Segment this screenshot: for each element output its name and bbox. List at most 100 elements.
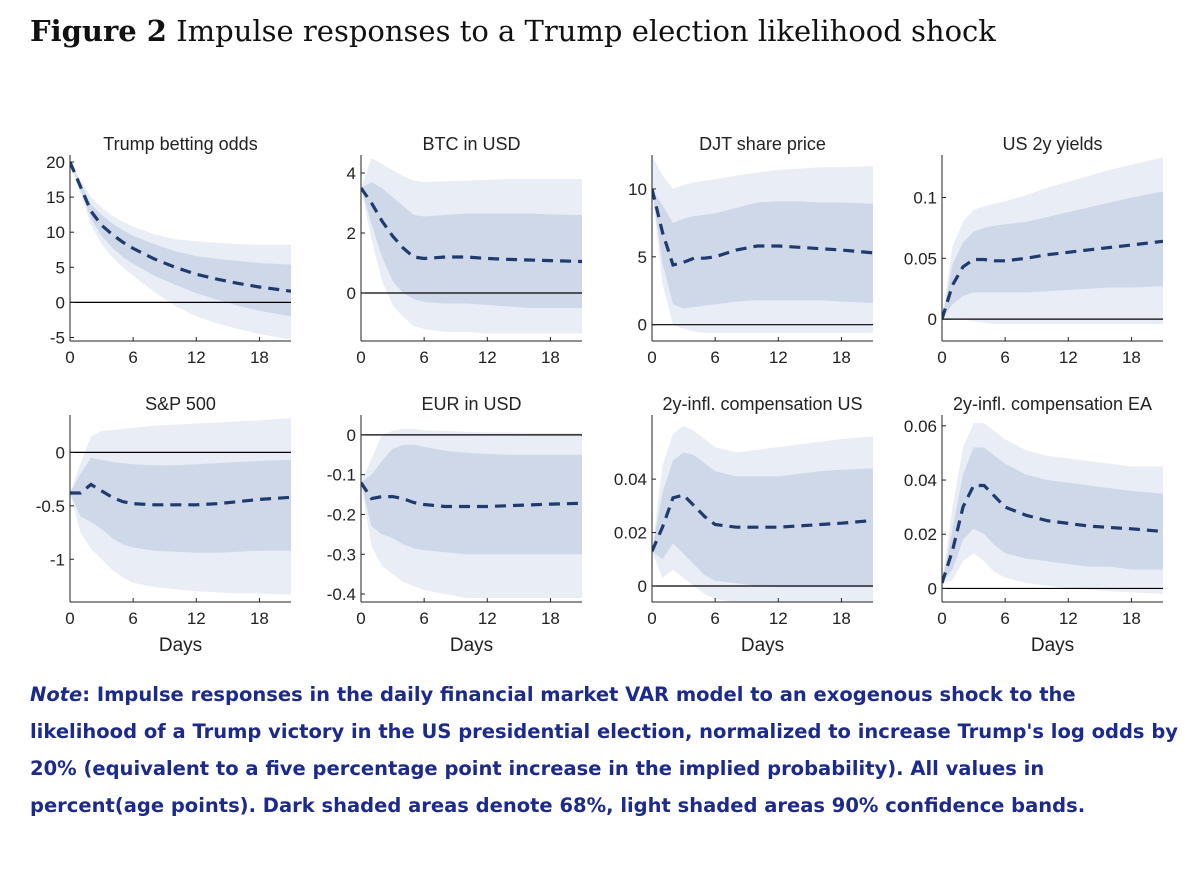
x-tick-label: 6 <box>710 609 719 628</box>
chart-panel-3: 0 5 10 0 6 12 18 DJT share price <box>628 134 873 367</box>
plot-area <box>942 423 1163 594</box>
y-tick-label: 0 <box>638 316 647 335</box>
panel-title: Trump betting odds <box>103 134 257 154</box>
band-68 <box>70 162 291 317</box>
plot-area <box>652 425 873 602</box>
panel-title: DJT share price <box>699 134 826 154</box>
x-tick-label: 12 <box>478 348 497 367</box>
plot-area <box>70 161 291 340</box>
x-tick-label: 18 <box>250 348 269 367</box>
band-68 <box>361 182 582 308</box>
x-axis-label: Days <box>741 635 784 656</box>
x-tick-label: 18 <box>250 609 269 628</box>
x-tick-label: 0 <box>356 609 365 628</box>
y-tick-label: 0.02 <box>904 525 937 544</box>
x-tick-label: 0 <box>937 348 946 367</box>
x-tick-label: 18 <box>1122 348 1141 367</box>
y-tick-label: 2 <box>347 224 356 243</box>
y-tick-label: 0 <box>56 293 65 312</box>
x-tick-label: 6 <box>419 609 428 628</box>
y-tick-label: 0.02 <box>614 524 647 543</box>
x-tick-label: 12 <box>769 348 788 367</box>
x-tick-label: 6 <box>1000 348 1009 367</box>
y-tick-label: 0.1 <box>913 189 937 208</box>
panel-title: EUR in USD <box>421 394 521 414</box>
chart-panel-2: 0 2 4 0 6 12 18 BTC in USD <box>347 134 582 367</box>
y-tick-label: 0 <box>347 426 356 445</box>
x-tick-label: 18 <box>1122 609 1141 628</box>
y-tick-label: -5 <box>50 328 65 347</box>
y-tick-label: -0.5 <box>36 497 65 516</box>
y-tick-label: -0.2 <box>327 505 356 524</box>
chart-panel-7: 0 0.02 0.04 0 6 12 18 2y-infl. compensation US D… <box>614 394 873 656</box>
panel-title: 2y-infl. compensation US <box>662 394 862 414</box>
x-tick-label: 6 <box>1000 609 1009 628</box>
y-tick-label: 0.06 <box>904 417 937 436</box>
x-tick-label: 18 <box>541 609 560 628</box>
x-axis-label: Days <box>159 635 202 656</box>
median-line <box>942 239 1163 320</box>
x-tick-label: 12 <box>1059 609 1078 628</box>
chart-panel-8: 0 0.02 0.04 0.06 0 6 12 18 2y-infl. compensation… <box>904 394 1163 656</box>
y-tick-label: 0.04 <box>614 470 647 489</box>
y-tick-label: 5 <box>56 258 65 277</box>
x-tick-label: 0 <box>647 348 656 367</box>
plot-area <box>361 158 582 334</box>
x-tick-label: 6 <box>710 348 719 367</box>
x-tick-label: 6 <box>419 348 428 367</box>
figure-chart-grid: -5 0 5 10 15 20 0 6 12 18 Trump betting odds 0 2 4 0 6 1… <box>36 134 1163 656</box>
chart-panel-4: 0 0.05 0.1 0 6 12 18 US 2y yields <box>904 134 1163 367</box>
y-tick-label: 10 <box>46 223 65 242</box>
y-tick-label: 0 <box>347 284 356 303</box>
chart-panel-5: -1 -0.5 0 0 6 12 18 S&P 500 Days <box>36 394 291 656</box>
median-line <box>70 161 291 293</box>
x-tick-label: 18 <box>832 609 851 628</box>
y-tick-label: 10 <box>628 180 647 199</box>
band-68 <box>652 188 873 309</box>
y-tick-label: 5 <box>638 248 647 267</box>
x-tick-label: 12 <box>478 609 497 628</box>
x-tick-label: 12 <box>187 348 206 367</box>
y-tick-label: -0.3 <box>327 545 356 564</box>
plot-area <box>361 428 582 598</box>
band-68 <box>361 444 582 555</box>
y-tick-label: -1 <box>50 550 65 569</box>
band-90 <box>70 162 291 340</box>
y-tick-label: 0.05 <box>904 249 937 268</box>
y-tick-label: -0.4 <box>327 585 356 604</box>
note-text: : Impulse responses in the daily financi… <box>30 683 1178 817</box>
band-68 <box>652 452 873 588</box>
panel-title: US 2y yields <box>1002 134 1102 154</box>
figure-title: Figure 2 Impulse responses to a Trump el… <box>30 14 996 48</box>
x-tick-label: 12 <box>187 609 206 628</box>
median-line <box>652 188 873 267</box>
x-tick-label: 0 <box>937 609 946 628</box>
plot-area <box>942 157 1163 324</box>
y-tick-label: 0 <box>928 310 937 329</box>
plot-area <box>652 155 873 333</box>
y-tick-label: 15 <box>46 188 65 207</box>
x-tick-label: 12 <box>769 609 788 628</box>
y-tick-label: -0.1 <box>327 466 356 485</box>
y-tick-label: 0 <box>928 579 937 598</box>
note-lead: Note <box>30 683 83 706</box>
chart-panel-6: -0.4 -0.3 -0.2 -0.1 0 0 6 12 18 EUR in USD Days <box>327 394 582 656</box>
y-tick-label: 20 <box>46 153 65 172</box>
x-axis-label: Days <box>1031 635 1074 656</box>
panel-title: 2y-infl. compensation EA <box>953 394 1152 414</box>
x-tick-label: 0 <box>356 348 365 367</box>
x-axis-label: Days <box>450 635 493 656</box>
figure-note: Note: Impulse responses in the daily fin… <box>30 676 1180 824</box>
median-line <box>942 483 1163 584</box>
panel-title: S&P 500 <box>145 394 216 414</box>
y-tick-label: 4 <box>347 164 356 183</box>
figure-title-text: Impulse responses to a Trump election li… <box>176 14 996 48</box>
median-line <box>652 493 873 552</box>
median-line <box>361 187 582 264</box>
y-tick-label: 0 <box>56 443 65 462</box>
figure-label: Figure 2 <box>30 14 167 48</box>
plot-area <box>70 418 291 595</box>
panel-title: BTC in USD <box>422 134 520 154</box>
x-tick-label: 0 <box>65 609 74 628</box>
x-tick-label: 18 <box>541 348 560 367</box>
